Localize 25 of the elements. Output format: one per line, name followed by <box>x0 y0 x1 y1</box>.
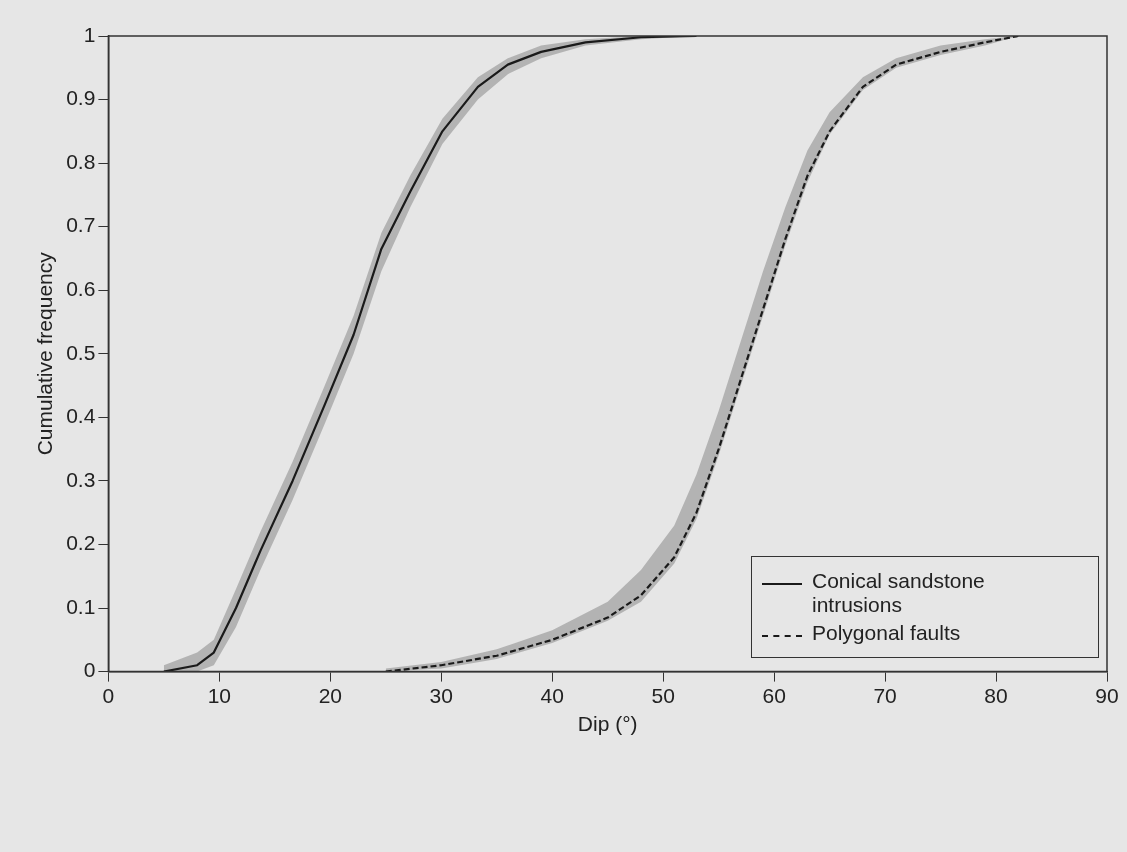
x-tick-label: 50 <box>651 684 675 707</box>
x-tick-label: 30 <box>429 684 453 707</box>
y-tick-label: 0.1 <box>66 594 96 618</box>
x-tick-label: 0 <box>102 684 115 707</box>
y-axis-title: Cumulative frequency <box>33 251 57 456</box>
y-tick-label: 0 <box>83 658 96 682</box>
x-tick-label: 60 <box>762 684 786 707</box>
y-tick-label: 0.7 <box>66 213 96 237</box>
y-tick-label: 0.4 <box>66 404 96 428</box>
x-tick-label: 70 <box>873 684 897 707</box>
y-tick-label: 0.3 <box>66 467 96 491</box>
y-tick-label: 0.5 <box>66 340 96 364</box>
x-tick-label: 80 <box>984 684 1008 707</box>
y-tick-label: 1 <box>83 22 96 46</box>
y-tick-label: 0.2 <box>66 531 96 555</box>
legend-label: Conical sandstone intrusions <box>812 568 986 617</box>
x-axis-title: Dip (°) <box>577 712 638 736</box>
y-tick-label: 0.6 <box>66 277 96 301</box>
x-tick-label: 40 <box>540 684 564 707</box>
legend-label: Polygonal faults <box>812 620 961 645</box>
x-tick-label: 20 <box>318 684 342 707</box>
x-tick-label: 10 <box>207 684 232 707</box>
y-tick-label: 0.9 <box>66 86 96 110</box>
y-tick-label: 0.8 <box>66 149 96 173</box>
x-tick-label: 90 <box>1095 684 1119 707</box>
